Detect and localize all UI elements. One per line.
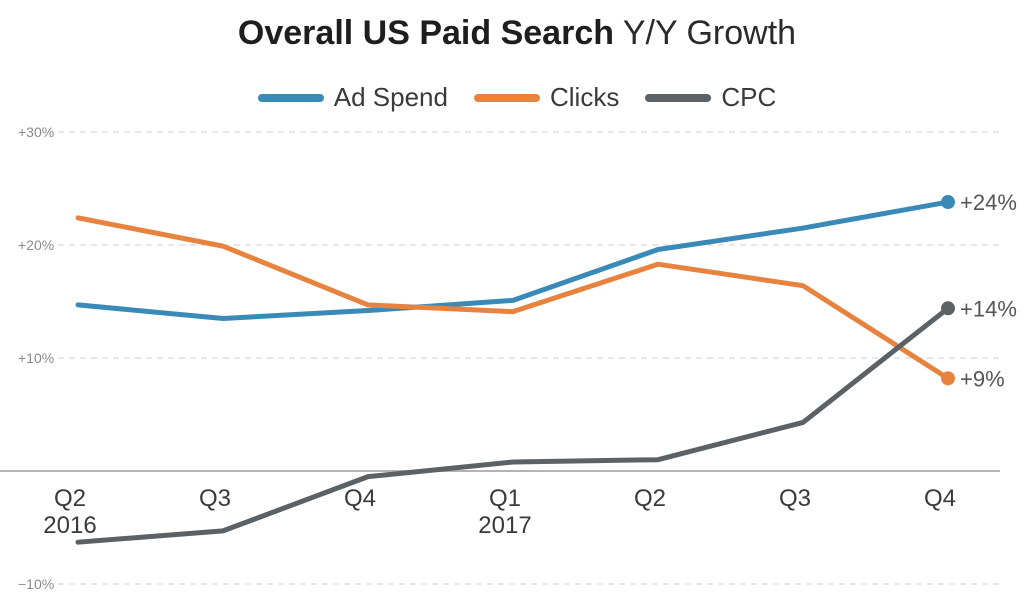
chart-legend: Ad Spend Clicks CPC [0,82,1034,113]
x-tick-label: Q2 [54,485,86,512]
y-tick-label: +20% [18,237,54,253]
chart-title-sub: Y/Y Growth [622,14,797,52]
legend-item-clicks: Clicks [473,82,620,113]
legend-label-clicks: Clicks [549,82,620,112]
series-line-clicks [75,215,951,381]
y-tick-label: +30% [18,124,54,140]
end-label-clicks: +9% [960,366,1005,391]
y-tick-label: +10% [18,350,54,366]
end-point-ad-spend [941,195,955,210]
chart-title-main: Overall US Paid Search [237,14,614,52]
series-line-ad-spend [75,199,951,321]
x-tick-label: Q2 [634,485,666,512]
series-line-cpc [75,305,951,545]
x-tick-year-label: 2017 [478,512,531,539]
y-tick-label: −10% [18,576,54,592]
x-tick-label: Q1 [489,485,521,512]
chart-title: Overall US Paid Search Y/Y Growth [0,14,1034,53]
x-tick-label: Q4 [924,485,956,512]
legend-label-cpc: CPC [721,82,777,112]
x-tick-year-label: 2016 [43,512,96,539]
end-point-clicks [941,371,955,386]
end-label-ad-spend: +24% [960,190,1017,215]
legend-swatch-clicks [473,93,540,102]
x-tick-label: Q3 [779,485,811,512]
legend-item-ad-spend: Ad Spend [257,82,448,113]
x-tick-label: Q4 [344,485,376,512]
legend-label-ad-spend: Ad Spend [333,82,448,112]
legend-item-cpc: CPC [645,82,776,113]
end-label-cpc: +14% [960,296,1017,321]
end-point-cpc [941,301,955,316]
x-tick-label: Q3 [199,485,231,512]
legend-swatch-cpc [645,93,712,102]
legend-swatch-ad-spend [257,93,324,102]
